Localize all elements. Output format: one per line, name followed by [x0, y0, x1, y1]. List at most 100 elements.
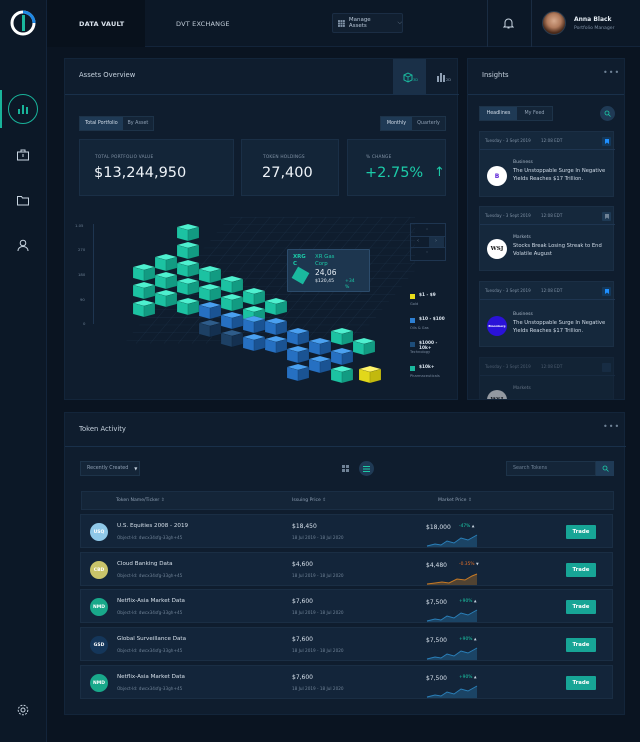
- chart-cube[interactable]: [220, 275, 244, 294]
- more-icon[interactable]: •••: [603, 422, 621, 431]
- toggle-quarterly[interactable]: Quarterly: [417, 121, 440, 126]
- chevron-down-icon[interactable]: ˅: [426, 251, 428, 256]
- bookmark-icon[interactable]: [602, 137, 611, 146]
- chart-cube[interactable]: [242, 333, 266, 352]
- news-date: Tuesday - 3 Sept 2019: [485, 288, 531, 293]
- chevron-left-icon[interactable]: ‹: [417, 238, 419, 244]
- legend-sub: Oils & Gas: [410, 326, 429, 330]
- toggle-total-portfolio[interactable]: Total Portfolio: [80, 117, 123, 130]
- chart-cube[interactable]: [176, 277, 200, 296]
- chart-cube[interactable]: [132, 281, 156, 300]
- chevron-up-icon[interactable]: ˄: [426, 228, 428, 233]
- col-market-price[interactable]: Market Price ⇕: [438, 498, 472, 503]
- table-row[interactable]: NMD Netflix-Asia Market Data Object-Id: dw…: [80, 665, 613, 699]
- bookmark-icon[interactable]: [602, 363, 611, 372]
- chart-cube[interactable]: [198, 265, 222, 284]
- sparkline-line: [426, 573, 478, 585]
- chart-cube[interactable]: [286, 327, 310, 346]
- chart-cube[interactable]: [220, 329, 244, 348]
- manage-assets-dropdown[interactable]: Manage Assets ⌵: [332, 13, 403, 33]
- chart-cube[interactable]: [308, 355, 332, 374]
- col-issuing-price[interactable]: Issuing Price ⇕: [292, 498, 326, 503]
- avatar[interactable]: [542, 11, 566, 35]
- sparkline-area: [427, 648, 477, 660]
- search-button[interactable]: [600, 106, 615, 121]
- chart-cube[interactable]: [198, 301, 222, 320]
- chart-cube[interactable]: [154, 289, 178, 308]
- sparkline-line: [426, 534, 478, 547]
- chart-cube[interactable]: [176, 241, 200, 260]
- chart-cube[interactable]: [176, 259, 200, 278]
- sidebar-item-profile[interactable]: [8, 230, 38, 260]
- news-card[interactable]: Tuesday - 3 Sept 2019 12:08 EDT B Busine…: [479, 131, 615, 197]
- trade-button[interactable]: Trade: [566, 638, 596, 652]
- nav-center-button[interactable]: [429, 237, 444, 247]
- toggle-by-asset[interactable]: By Asset: [127, 121, 149, 126]
- chart-cube[interactable]: [154, 271, 178, 290]
- sidebar-item-settings[interactable]: [8, 695, 38, 725]
- table-row[interactable]: GSD Global Surveillance Data Object-Id: dw…: [80, 627, 613, 661]
- chart-cube[interactable]: [220, 293, 244, 312]
- chart-cube[interactable]: [132, 263, 156, 282]
- trade-button[interactable]: Trade: [566, 600, 596, 614]
- chart-cube[interactable]: [330, 365, 354, 384]
- chart-cube[interactable]: [330, 327, 354, 346]
- tab-dvt-exchange[interactable]: DVT EXCHANGE: [176, 19, 230, 28]
- sidebar-item-files[interactable]: [8, 185, 38, 215]
- search-tokens-input[interactable]: Search Tokens: [506, 461, 596, 476]
- tab-my-feed[interactable]: My Feed: [524, 111, 545, 116]
- grid-view-button[interactable]: [340, 463, 351, 474]
- chart-cube[interactable]: [198, 319, 222, 338]
- news-card[interactable]: Tuesday - 3 Sept 2019 12:08 EDT Bloomber…: [479, 281, 615, 347]
- chart-cube[interactable]: [242, 315, 266, 334]
- more-icon[interactable]: •••: [603, 68, 621, 77]
- trade-button[interactable]: Trade: [566, 563, 596, 577]
- tooltip-sub: $120,45: [315, 279, 334, 284]
- chart-cube[interactable]: [176, 223, 200, 242]
- tab-headlines[interactable]: Headlines: [480, 107, 517, 120]
- chart-cube[interactable]: [264, 317, 288, 336]
- sparkline-area: [427, 574, 477, 585]
- news-category: Markets: [513, 235, 531, 240]
- table-row[interactable]: NMD Netflix-Asia Market Data Object-Id: dw…: [80, 589, 613, 623]
- bookmark-icon[interactable]: [602, 212, 611, 221]
- toggle-monthly[interactable]: Monthly: [381, 117, 413, 130]
- trade-button[interactable]: Trade: [566, 525, 596, 539]
- sparkline: [426, 573, 478, 585]
- view-3d-button[interactable]: 3D: [393, 59, 426, 94]
- chart-cube[interactable]: [176, 297, 200, 316]
- chart-cube[interactable]: [264, 335, 288, 354]
- caret-down-icon: ▼: [134, 466, 138, 471]
- chevron-right-icon[interactable]: ›: [435, 238, 437, 244]
- chart-cube[interactable]: [264, 297, 288, 316]
- news-card[interactable]: Tuesday - 3 Sept 2019 12:08 EDT WSJ Mark…: [479, 357, 615, 399]
- chart-cube[interactable]: [286, 345, 310, 364]
- tooltip-code: XRG: [293, 254, 306, 260]
- asset-3d-chart[interactable]: [125, 209, 415, 384]
- sidebar-item-analytics[interactable]: [8, 94, 38, 124]
- chart-cube[interactable]: [132, 299, 156, 318]
- col-token-name[interactable]: Token Name/Ticker ⇕: [116, 498, 165, 503]
- list-view-button[interactable]: [359, 461, 374, 476]
- chart-cube[interactable]: [198, 283, 222, 302]
- tab-data-vault[interactable]: DATA VAULT: [47, 0, 145, 47]
- chart-cube[interactable]: [352, 337, 376, 356]
- search-tokens-button[interactable]: [596, 461, 614, 476]
- trade-button[interactable]: Trade: [566, 676, 596, 690]
- chart-cube[interactable]: [330, 347, 354, 366]
- sidebar-item-wallet[interactable]: [8, 140, 38, 170]
- chart-cube[interactable]: [358, 365, 382, 384]
- chart-cube[interactable]: [242, 287, 266, 306]
- tooltip-pct: %: [345, 285, 350, 290]
- bell-icon[interactable]: [503, 17, 514, 29]
- chart-cube[interactable]: [286, 363, 310, 382]
- view-2d-button[interactable]: 2D: [427, 59, 459, 94]
- sort-dropdown[interactable]: Recently Created ▼: [80, 461, 140, 476]
- chart-cube[interactable]: [308, 337, 332, 356]
- chart-cube[interactable]: [220, 311, 244, 330]
- news-card[interactable]: Tuesday - 3 Sept 2019 12:08 EDT WSJ Mark…: [479, 206, 615, 271]
- table-row[interactable]: USQ U.S. Equities 2008 - 2019 Object-Id: d…: [80, 514, 613, 548]
- table-row[interactable]: CBD Cloud Banking Data Object-Id: dwcx34sf…: [80, 552, 613, 586]
- chart-cube[interactable]: [154, 253, 178, 272]
- bookmark-icon[interactable]: [602, 287, 611, 296]
